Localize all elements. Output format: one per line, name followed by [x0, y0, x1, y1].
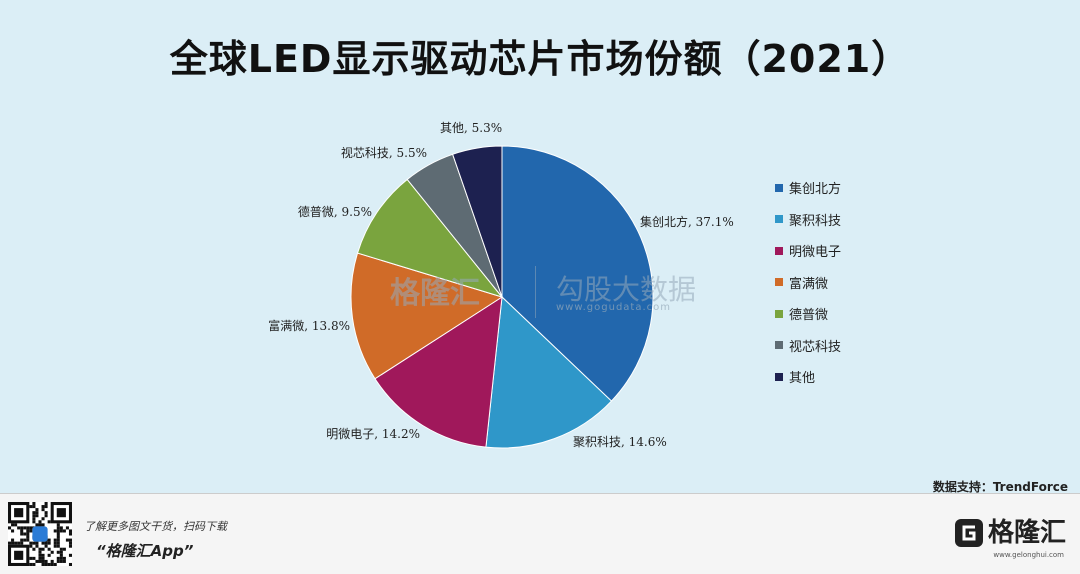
g-logo-icon [954, 519, 983, 547]
slice-label: 德普微, 9.5% [298, 204, 372, 219]
pie-slice [350, 252, 504, 380]
slice-label: 明微电子, 14.2% [326, 427, 420, 441]
legend-label: 德普微 [789, 308, 829, 324]
legend-swatch [775, 246, 783, 255]
legend-item: 德普微 [775, 298, 915, 330]
slice-label: 其他, 5.3% [440, 121, 502, 135]
qr-code-icon[interactable] [8, 502, 72, 566]
pie-slice [485, 295, 613, 449]
legend-swatch [775, 278, 783, 287]
data-source: 数据支持：TrendForce [932, 480, 1068, 494]
watermark-url: www.gogudata.com [556, 302, 672, 313]
slice-label: 聚积科技, 14.6% [573, 435, 667, 449]
legend-swatch [775, 183, 783, 192]
legend-label: 集创北方 [789, 182, 842, 198]
legend-swatch [775, 341, 783, 350]
slice-label: 视芯科技, 5.5% [341, 145, 427, 160]
watermark-brand: 格隆汇 [390, 276, 480, 311]
slice-label: 集创北方, 37.1% [640, 214, 734, 229]
legend-item: 视芯科技 [775, 330, 915, 362]
pie-slice [374, 296, 503, 448]
chart-legend: 集创北方聚积科技明微电子富满微德普微视芯科技其他 [775, 172, 915, 393]
legend-item: 明微电子 [775, 235, 915, 267]
pie-slice [501, 145, 654, 402]
legend-label: 其他 [789, 371, 816, 387]
brand-url: www.gelonghui.com [993, 551, 1064, 559]
footer-bar: 了解更多图文干货，扫码下载 “格隆汇App” 格隆汇 www.gelonghui… [0, 493, 1080, 574]
legend-swatch [775, 309, 783, 318]
slice-label: 富满微, 13.8% [268, 318, 350, 333]
legend-swatch [775, 372, 783, 381]
chart-title: 全球LED显示驱动芯片市场份额（2021） [169, 37, 911, 81]
legend-item: 集创北方 [775, 172, 915, 204]
promo-app-name: “格隆汇App” [96, 542, 194, 560]
pie-slice [356, 178, 504, 298]
brand-name: 格隆汇 [987, 518, 1066, 548]
pie-slice [452, 145, 503, 298]
watermark-separator [535, 266, 536, 318]
promo-text: 了解更多图文干货，扫码下载 [84, 520, 227, 533]
brand-logo: 格隆汇 [954, 518, 1066, 548]
legend-item: 其他 [775, 361, 915, 393]
legend-label: 聚积科技 [789, 213, 842, 229]
legend-item: 富满微 [775, 267, 915, 299]
legend-label: 富满微 [789, 276, 829, 292]
legend-swatch [775, 215, 783, 224]
legend-item: 聚积科技 [775, 204, 915, 236]
legend-label: 视芯科技 [789, 339, 842, 355]
watermark-name: 勾股大数据 [556, 273, 697, 306]
legend-label: 明微电子 [789, 245, 842, 261]
